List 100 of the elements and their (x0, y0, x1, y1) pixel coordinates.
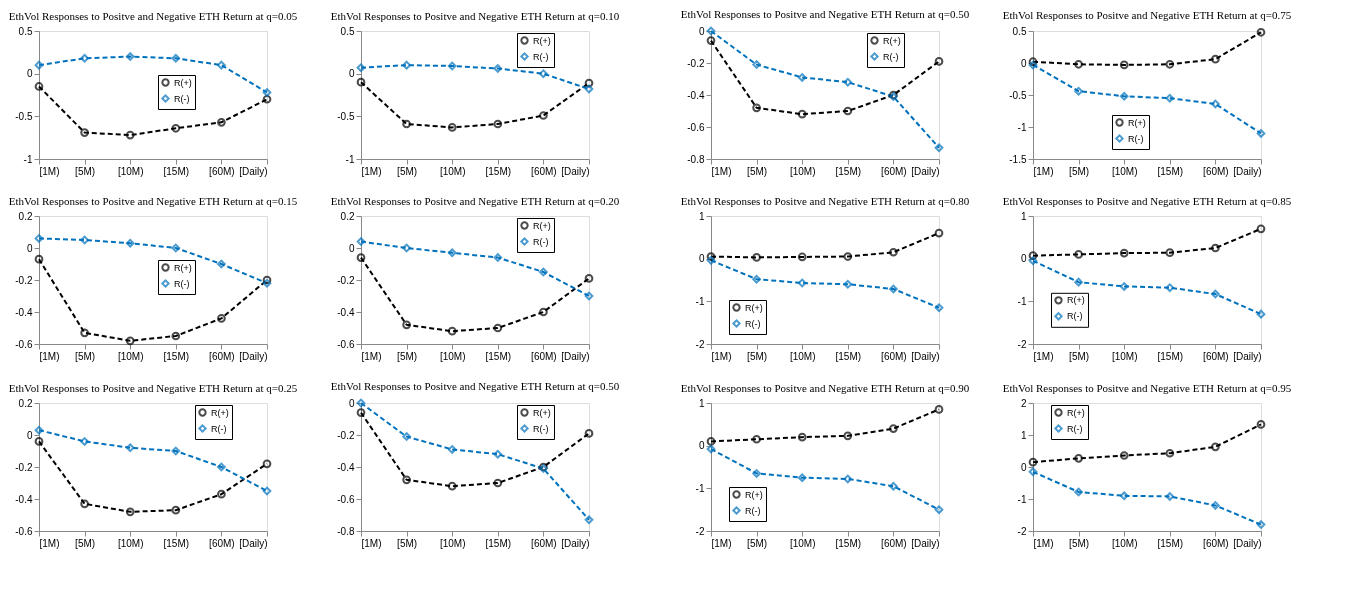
y-tick-label: -0.2 (15, 274, 33, 286)
point (356, 237, 366, 246)
x-tick-label: [60M) (881, 537, 907, 549)
x-tick-label: [10M) (789, 350, 816, 362)
x-tick-label: [Daily) (911, 350, 940, 362)
x-tick-label: [60M) (531, 165, 557, 177)
legend-label: R(+) (211, 407, 229, 418)
legend-label: R(-) (533, 236, 549, 247)
x-tick-label: [15M) (163, 537, 190, 549)
chart-title: EthVol Responses to Positve and Negative ETH Return at q=0.05 (8, 10, 298, 22)
legend-label: R(+) (883, 35, 901, 46)
point (889, 481, 898, 491)
x-tick-label: [60M) (209, 350, 235, 362)
y-tick-label: 0 (26, 68, 33, 80)
y-tick-label: 0 (26, 429, 33, 441)
point (706, 252, 716, 261)
point (447, 481, 457, 491)
x-tick-label: [60M) (1203, 537, 1229, 549)
point (217, 489, 226, 499)
y-tick-label: -0.5 (337, 110, 355, 122)
x-tick-label: [1M) (1033, 165, 1054, 177)
chart-title: EthVol Responses to Positve and Negative ETH Return at q=0.20 (330, 195, 620, 207)
x-tick-label: [1M) (361, 537, 382, 549)
point (584, 515, 594, 525)
y-tick-label: -1 (1017, 493, 1027, 505)
chart-title: EthVol Responses to Positve and Negative ETH Return at q=0.90 (680, 382, 970, 394)
x-tick-label: [5M) (397, 165, 418, 177)
x-tick-label: [5M) (747, 165, 768, 177)
legend-label: R(+) (533, 407, 551, 418)
x-tick-label: [10M) (789, 165, 816, 177)
point (80, 437, 89, 446)
point (171, 123, 181, 133)
point (125, 52, 135, 61)
y-tick-label: -2 (695, 338, 705, 350)
point (80, 499, 89, 509)
legend-label: R(+) (533, 220, 551, 231)
y-tick-label: -0.8 (337, 525, 355, 537)
point (1211, 243, 1220, 253)
x-tick-label: [60M) (1203, 350, 1229, 362)
point (889, 247, 898, 257)
y-tick-label: -0.2 (337, 429, 355, 441)
point (1256, 224, 1266, 234)
x-tick-label: [10M) (117, 165, 144, 177)
point (752, 274, 761, 284)
y-tick-label: -0.6 (15, 338, 33, 350)
x-tick-label: [5M) (747, 537, 768, 549)
point (934, 303, 944, 313)
point (1119, 491, 1129, 501)
x-tick-label: [Daily) (1233, 537, 1262, 549)
point (934, 405, 944, 414)
x-tick-label: [15M) (1157, 165, 1184, 177)
point (1165, 492, 1175, 501)
point (262, 459, 272, 469)
point (539, 307, 548, 317)
point (171, 243, 181, 253)
point (1119, 282, 1129, 291)
point (171, 331, 181, 341)
x-tick-label: [1M) (39, 350, 60, 362)
point (447, 123, 457, 132)
y-tick-label: 0 (348, 68, 355, 80)
x-tick-label: [Daily) (911, 537, 940, 549)
y-tick-label: 1 (1020, 210, 1027, 222)
y-tick-label: 0 (698, 253, 705, 265)
y-tick-label: -0.2 (15, 461, 33, 473)
x-tick-label: [10M) (439, 537, 466, 549)
point (1119, 91, 1129, 101)
point (1256, 520, 1266, 529)
y-tick-label: 0.2 (18, 397, 33, 409)
x-tick-label: [Daily) (561, 165, 590, 177)
x-tick-label: [Daily) (561, 537, 590, 549)
chart-title: EthVol Responses to Positve and Negative ETH Return at q=0.10 (330, 10, 620, 22)
x-tick-label: [15M) (485, 537, 512, 549)
x-tick-label: [5M) (75, 165, 96, 177)
point (356, 63, 366, 73)
point (1119, 248, 1129, 258)
x-tick-label: [15M) (1157, 350, 1184, 362)
point (262, 94, 272, 104)
point (402, 432, 411, 441)
x-tick-label: [10M) (117, 537, 144, 549)
point (1211, 99, 1220, 109)
x-tick-label: [15M) (485, 350, 512, 362)
chart-title: EthVol Responses to Positve and Negative ETH Return at q=0.85 (1002, 195, 1292, 207)
point (1074, 277, 1083, 287)
y-tick-label: -1 (695, 482, 705, 494)
point (356, 408, 366, 417)
x-tick-label: [Daily) (911, 165, 940, 177)
y-tick-label: 1 (698, 210, 705, 222)
point (493, 64, 503, 73)
y-tick-label: -2 (695, 525, 705, 537)
point (1165, 448, 1175, 458)
point (706, 444, 716, 454)
point (447, 248, 457, 258)
chart-title: EthVol Responses to Positve and Negative ETH Return at q=0.25 (8, 382, 298, 394)
legend-label: R(+) (1128, 117, 1146, 128)
y-tick-label: -1 (1017, 121, 1027, 133)
x-tick-label: [10M) (1111, 350, 1138, 362)
point (80, 53, 89, 63)
x-tick-label: [1M) (711, 350, 732, 362)
point (125, 130, 135, 140)
point (843, 474, 853, 484)
